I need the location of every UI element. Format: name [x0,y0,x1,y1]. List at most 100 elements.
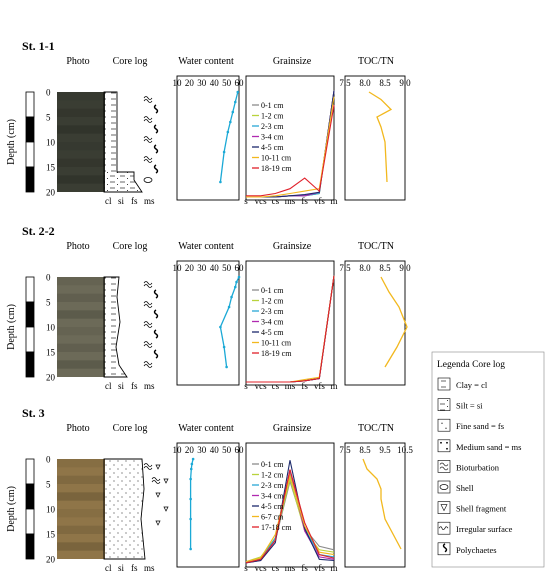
grainsize-legend-label: 4-5 cm [261,143,284,152]
bioturbation-icon [143,341,153,348]
core-photo-banding [57,125,105,134]
legend-item-label: Fine sand = fs [456,421,504,431]
station-panel: St. 1-1 Photo Core log Water content Grainsi… [6,39,411,206]
depth-scale-segment [25,326,35,353]
legend: Legenda Core log Clay = cl Silt = si Fine s… [431,351,545,568]
water-content-panel: 10 20 30 40 50 60 [173,75,244,201]
core-photo-banding [57,327,105,336]
core-log-axis-label: si [118,563,125,573]
core-log-outline [103,458,146,560]
water-content-header: Water content [178,241,234,252]
water-content-point [189,497,192,501]
photo-header: Photo [66,56,89,67]
water-content-header: Water content [178,56,234,67]
legend-item-label: Clay = cl [456,380,488,390]
grainsize-axis-label: fs [301,196,308,206]
depth-scale-segment [25,141,35,168]
polychaete-icon [153,329,159,339]
core-photo-banding [57,158,105,167]
station-title: St. 3 [22,406,45,420]
grainsize-axis-label: ms [285,381,296,391]
water-content-point [190,462,194,466]
shell-fragment-glyph [440,504,448,512]
depth-scale-segment [25,116,35,143]
depth-tick-label: 5 [46,480,51,490]
water-tick-label: 50 [222,78,232,88]
toc-tn-line [380,276,408,368]
legend-item-label: Bioturbation [456,462,500,472]
grainsize-legend-label: 1-2 cm [261,471,284,480]
shell-fragment-icon [155,492,161,498]
grainsize-panel: s vcs cs ms fs vfs m 0-1 cm 1-2 cm2-3 cm 3-4 cm4-… [244,75,338,206]
grainsize-legend-label: 4-5 cm [261,328,284,337]
depth-tick-label: 20 [46,188,56,198]
bioturbation-icon [143,96,153,103]
grainsize-series-line [246,275,335,383]
toc-tn-frame [344,442,406,568]
grainsize-panel: s vcs cs ms fs vfs m 0-1 cm 1-2 cm2-3 cm 3-4 cm4-… [244,260,338,391]
core-log: cl si fs ms [103,91,159,206]
water-content-point [219,180,222,184]
water-content-point [222,150,226,154]
toc-tn-header: TOC/TN [358,241,394,252]
water-tick-label: 60 [235,263,245,273]
water-tick-label: 30 [197,78,207,88]
sand-dot [440,441,442,444]
bioturbation-icon [143,321,153,328]
grainsize-axis-label: vcs [255,563,267,573]
polychaete-glyph [442,543,448,553]
water-content-point [233,285,237,289]
depth-scale-segment [25,483,35,510]
water-content-point [227,305,231,309]
legend-item-label: Polychaetes [456,545,497,555]
core-log: cl si fs ms [103,276,159,391]
water-content-point [230,295,233,299]
bioturbation-icon [151,477,161,484]
water-tick-label: 20 [185,78,195,88]
core-photo-banding [57,92,105,101]
core-photo [57,92,105,192]
depth-scale-segment [25,166,35,193]
depth-tick-label: 20 [46,555,56,565]
depth-tick-label: 0 [46,455,51,465]
grainsize-axis-label: vcs [255,196,267,206]
core-log-axis-label: fs [131,196,138,206]
water-content-point [226,130,230,134]
grainsize-axis-label: s [244,563,248,573]
water-content-point [189,517,192,521]
polychaete-icon [153,309,159,319]
water-tick-label: 40 [210,78,220,88]
irregular-surface-icon [437,521,451,535]
water-content-point [225,365,228,369]
toc-tick-label: 8.0 [359,263,371,273]
shell-glyph [439,484,449,490]
bioturbation-icon [143,301,153,308]
grainsize-series-line [245,473,335,563]
water-content-frame [176,75,240,201]
grainsize-legend-label: 1-2 cm [261,112,284,121]
water-tick-label: 30 [197,263,207,273]
photo-header: Photo [66,241,89,252]
grainsize-legend-label: 3-4 cm [261,318,284,327]
grainsize-axis-label: fs [301,381,308,391]
core-photo-banding [57,310,105,319]
legend-item-label: Shell fragment [456,504,507,514]
water-tick-label: 10 [173,263,183,273]
toc-tick-label: 9.0 [399,78,411,88]
legend-item-label: Shell [456,483,474,493]
sand-dot [445,427,447,429]
grainsize-axis-label: vcs [255,381,267,391]
bioturbation-icon [143,136,153,143]
toc-tick-label: 7.5 [339,445,351,455]
grainsize-legend-label: 4-5 cm [261,502,284,511]
medium-sand-icon [437,439,451,453]
depth-axis: Depth (cm) 0 5 10 15 20 [6,455,56,565]
water-tick-label: 10 [173,445,183,455]
core-log-header: Core log [113,56,148,67]
grainsize-legend-label: 10-11 cm [261,154,292,163]
water-content-point [237,275,241,279]
grainsize-legend-label: 0-1 cm [261,101,284,110]
sand-dot [446,447,448,450]
shell-fragment-icon [155,464,161,470]
depth-tick-label: 15 [46,163,56,173]
